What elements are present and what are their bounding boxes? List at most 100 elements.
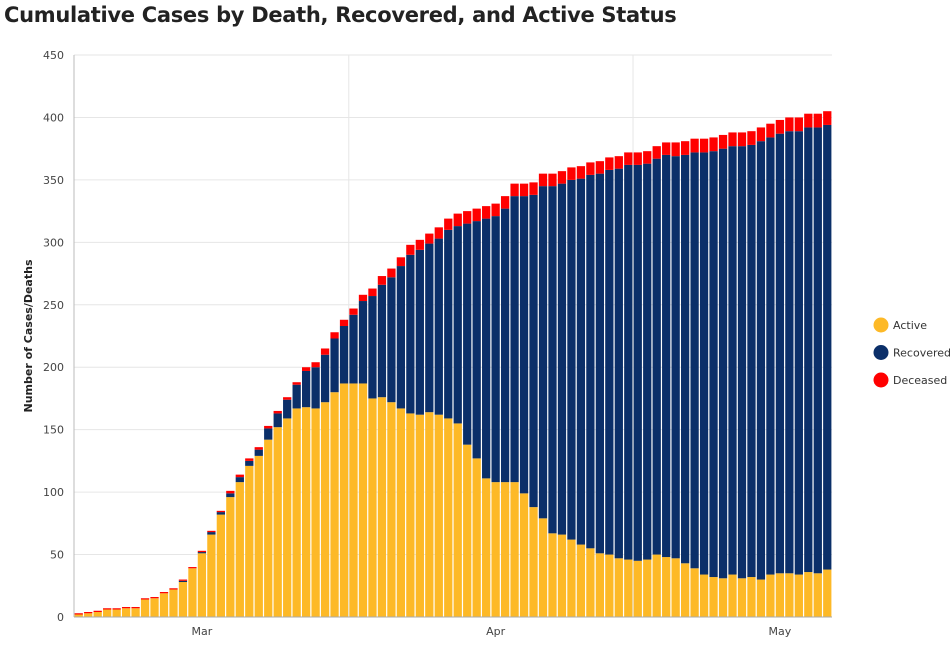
bar-deceased — [444, 218, 453, 230]
bar-deceased — [273, 410, 282, 414]
legend: Active Recovered Deceased — [873, 317, 951, 388]
bar-deceased — [387, 268, 396, 278]
bar-recovered — [453, 226, 462, 424]
bar-deceased — [150, 597, 159, 599]
bar-recovered — [264, 428, 273, 440]
bar-recovered — [605, 169, 614, 555]
bar-active — [510, 482, 519, 617]
bar-deceased — [823, 111, 832, 125]
bar-active — [444, 418, 453, 617]
bar-active — [320, 402, 330, 617]
bar-recovered — [576, 178, 586, 545]
y-tick-label: 100 — [43, 486, 64, 499]
bar-active — [728, 574, 737, 617]
bar-recovered — [283, 399, 292, 419]
bar-active — [415, 414, 424, 617]
bar-recovered — [586, 174, 595, 549]
bar-active — [491, 482, 500, 617]
bar-active — [823, 569, 832, 617]
bar-recovered — [595, 173, 604, 554]
bar-active — [643, 559, 652, 617]
bar-deceased — [121, 607, 131, 609]
bar-deceased — [93, 610, 102, 613]
bar-recovered — [709, 151, 718, 578]
bar-recovered — [662, 154, 671, 558]
bar-active — [557, 534, 567, 617]
bar-deceased — [699, 138, 709, 153]
bar-deceased — [197, 550, 207, 553]
bar-deceased — [112, 608, 121, 610]
bar-active — [292, 408, 301, 617]
bar-recovered — [245, 460, 254, 466]
bar-deceased — [652, 146, 661, 159]
bar-recovered — [699, 152, 709, 575]
bar-recovered — [804, 127, 813, 573]
bar-recovered — [387, 277, 396, 403]
bar-active — [216, 514, 225, 617]
bar-deceased — [415, 239, 424, 250]
bars — [74, 111, 832, 617]
bar-deceased — [491, 203, 500, 217]
bar-deceased — [330, 332, 339, 339]
bar-deceased — [605, 157, 614, 170]
y-tick-label: 250 — [43, 299, 64, 312]
legend-marker-active — [873, 317, 889, 333]
bar-recovered — [226, 493, 235, 498]
bar-active — [519, 493, 529, 617]
bar-deceased — [396, 257, 406, 267]
bar-recovered — [813, 127, 822, 574]
bar-deceased — [425, 233, 434, 244]
bar-active — [482, 478, 491, 617]
bar-recovered — [633, 164, 642, 561]
bar-active — [197, 553, 207, 617]
bar-active — [84, 613, 93, 617]
bar-active — [605, 554, 614, 617]
bar-deceased — [254, 447, 263, 450]
bar-active — [264, 439, 273, 617]
bar-active — [235, 482, 244, 617]
bar-deceased — [339, 319, 349, 327]
bar-active — [311, 408, 320, 617]
bar-recovered — [302, 370, 311, 408]
y-tick-label: 200 — [43, 361, 64, 374]
bar-active — [671, 558, 680, 617]
bar-recovered — [510, 196, 519, 483]
bar-recovered — [785, 131, 794, 574]
bar-active — [358, 383, 368, 617]
bar-active — [529, 507, 538, 617]
bar-recovered — [207, 532, 216, 535]
bar-deceased — [245, 458, 254, 461]
bar-active — [103, 609, 112, 617]
bar-deceased — [510, 183, 519, 197]
bar-deceased — [643, 151, 652, 164]
bar-recovered — [614, 168, 623, 559]
bar-recovered — [538, 186, 548, 519]
gridlines — [74, 54, 832, 617]
bar-active — [74, 614, 83, 617]
bar-deceased — [264, 425, 273, 429]
bar-recovered — [529, 194, 538, 508]
bar-deceased — [804, 113, 813, 128]
bar-active — [302, 407, 311, 617]
bar-active — [662, 557, 671, 617]
y-tick-label: 0 — [57, 611, 64, 624]
bar-deceased — [216, 510, 225, 513]
bar-recovered — [823, 124, 832, 570]
bar-deceased — [614, 156, 623, 169]
bar-active — [396, 408, 406, 617]
bar-active — [140, 599, 150, 617]
bar-recovered — [320, 354, 330, 403]
bar-active — [709, 577, 718, 617]
bar-deceased — [453, 213, 462, 227]
bar-recovered — [415, 249, 424, 415]
bar-deceased — [292, 382, 301, 385]
bar-active — [254, 455, 263, 617]
axes: 0 50 100 150 200 250 300 350 400 450 Mar Apr May — [43, 49, 832, 638]
bar-active — [595, 553, 604, 617]
bar-recovered — [500, 208, 510, 483]
bar-recovered — [737, 146, 747, 579]
bar-active — [548, 533, 557, 617]
bar-deceased — [766, 123, 775, 138]
bar-deceased — [548, 173, 557, 187]
bar-deceased — [576, 166, 586, 179]
